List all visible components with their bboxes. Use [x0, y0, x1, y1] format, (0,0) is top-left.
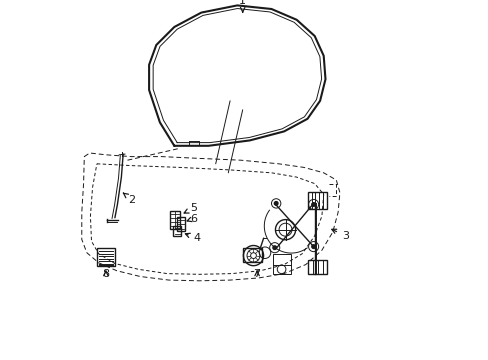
Bar [307, 260, 326, 274]
Text: 1: 1 [239, 0, 245, 12]
Bar [307, 192, 326, 209]
Text: 6: 6 [187, 213, 197, 224]
Bar [173, 226, 181, 236]
Bar [243, 248, 262, 262]
Bar [97, 248, 115, 266]
Circle shape [311, 245, 315, 248]
Circle shape [274, 202, 277, 205]
Text: 7: 7 [253, 269, 260, 279]
Text: 4: 4 [185, 233, 200, 243]
Circle shape [311, 203, 315, 206]
Text: 8: 8 [102, 269, 109, 279]
Text: 3: 3 [331, 229, 348, 241]
Text: 5: 5 [184, 203, 197, 213]
Bar [272, 254, 290, 274]
Bar [169, 211, 180, 229]
Text: 2: 2 [123, 193, 136, 205]
Bar [177, 217, 185, 231]
Circle shape [272, 246, 276, 249]
